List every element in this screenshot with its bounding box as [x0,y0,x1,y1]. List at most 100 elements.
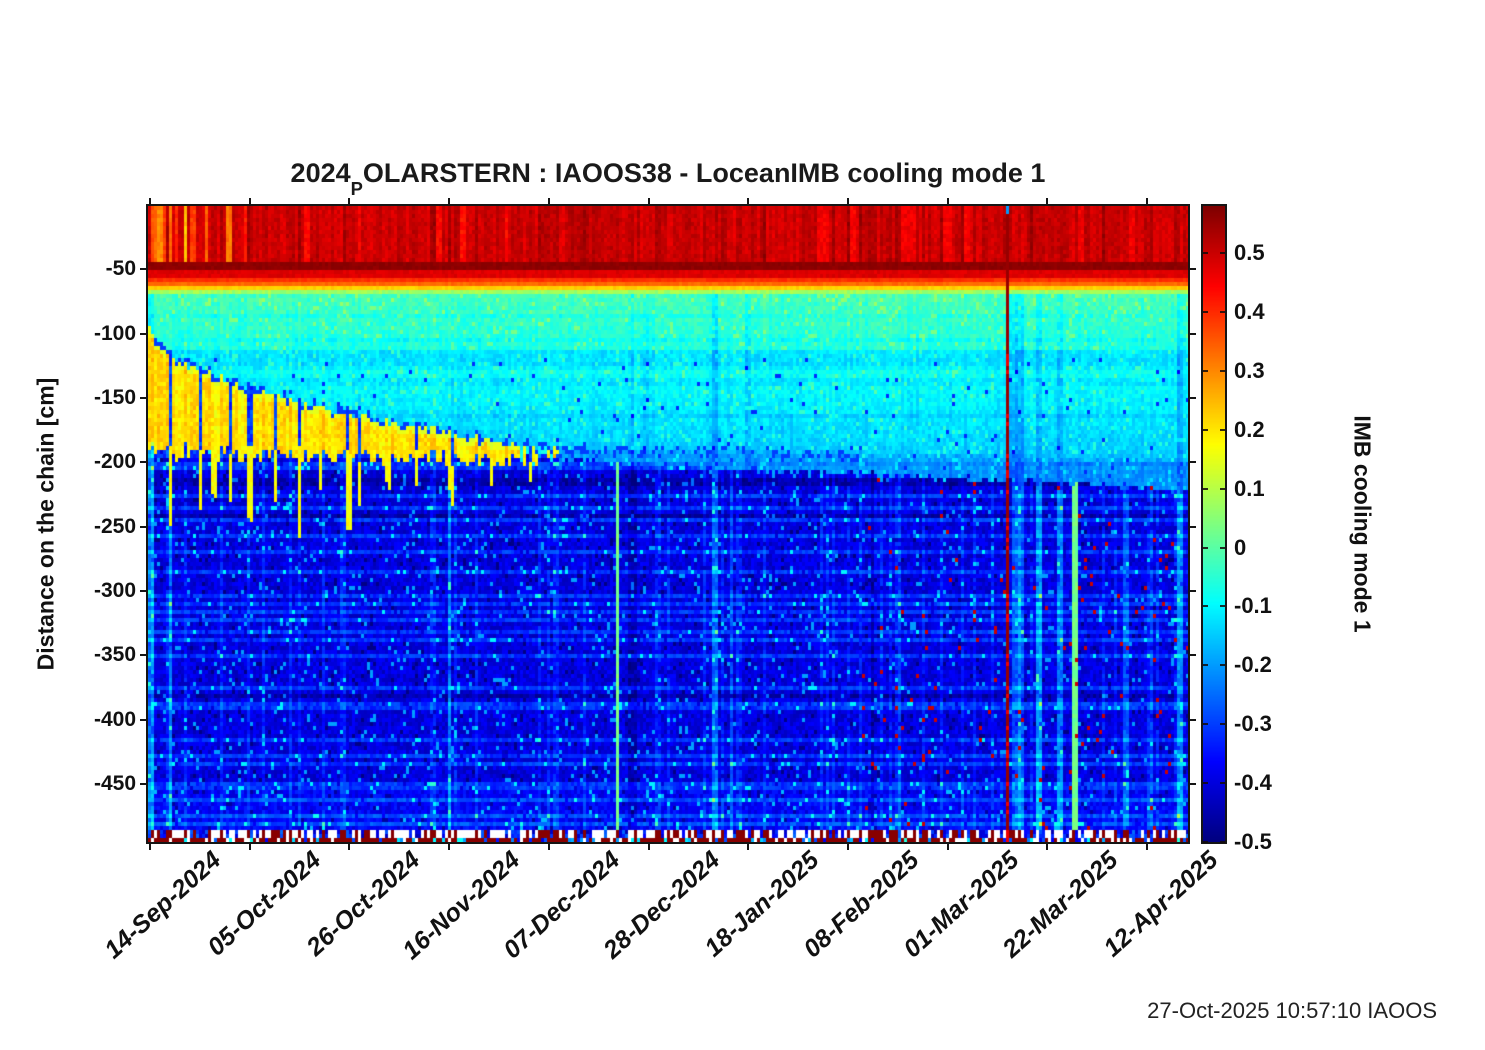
colorbar-tick-mark-right [1220,311,1225,313]
y-tick-mark [140,268,148,271]
colorbar [1203,206,1225,842]
x-tick-mark [946,842,949,850]
x-tick-mark [846,842,849,850]
y-tick-label: -350 [93,643,136,667]
y-tick-mark-right [1188,718,1196,721]
x-tick-mark-top [1046,198,1049,206]
x-tick-label: 26-Oct-2024 [301,845,426,962]
x-tick-mark [248,842,251,850]
colorbar-tick-mark [1203,841,1208,843]
colorbar-tick-mark [1203,487,1208,490]
x-tick-label: 07-Dec-2024 [498,845,626,965]
y-tick-mark-right [1188,525,1196,528]
y-tick-label: -200 [93,450,136,474]
y-tick-mark-right [1188,783,1196,786]
colorbar-tick-label: -0.5 [1234,829,1272,854]
x-tick-mark-top [547,198,550,206]
colorbar-tick-mark [1203,664,1208,667]
colorbar-tick-mark-right [1220,605,1225,608]
x-tick-mark-top [149,198,151,206]
colorbar-tick-label: -0.4 [1234,770,1272,796]
colorbar-tick-mark [1203,723,1208,726]
colorbar-tick-mark-right [1220,841,1225,843]
x-tick-mark [547,842,550,850]
y-tick-mark [140,461,148,464]
x-tick-mark-top [846,198,849,206]
y-tick-mark [140,590,148,593]
x-tick-label: 16-Nov-2024 [397,845,526,966]
x-tick-label: 18-Jan-2025 [699,845,825,963]
timestamp: 27-Oct-2025 10:57:10 IAOOS [1147,998,1437,1023]
colorbar-tick-mark-right [1220,546,1225,549]
colorbar-tick-label: 0.4 [1234,299,1265,324]
colorbar-tick-mark-right [1220,369,1225,372]
colorbar-tick-label: -0.1 [1234,593,1272,619]
y-tick-label: -50 [105,257,136,281]
colorbar-tick-label: -0.2 [1234,652,1272,678]
y-tick-mark [140,718,148,721]
colorbar-tick-mark-right [1220,664,1225,667]
y-tick-label: -300 [93,579,136,603]
y-tick-label: -450 [93,772,136,796]
x-tick-mark-top [946,198,949,206]
colorbar-tick-label: 0.3 [1234,357,1265,383]
colorbar-tick-mark-right [1220,487,1225,490]
colorbar-tick-mark-right [1220,782,1225,785]
x-tick-mark-top [647,198,650,206]
y-tick-mark [140,525,148,528]
x-tick-mark [149,842,151,850]
y-tick-mark [140,397,148,400]
colorbar-tick-label: -0.3 [1234,711,1272,737]
x-tick-label: 14-Sep-2024 [99,845,227,965]
y-tick-mark-right [1188,397,1196,400]
x-tick-mark [747,842,750,850]
x-tick-mark-top [1146,198,1148,206]
x-tick-label: 05-Oct-2024 [202,845,327,962]
colorbar-tick-mark-right [1220,428,1225,431]
x-tick-mark-top [248,198,251,206]
colorbar-tick-mark [1203,428,1208,431]
colorbar-label: IMB cooling mode 1 [1349,415,1376,633]
y-tick-mark [140,783,148,786]
x-tick-mark [1146,842,1148,850]
x-tick-mark [448,842,451,850]
x-tick-mark [348,842,351,850]
y-tick-label: -400 [93,707,136,731]
colorbar-tick-mark-right [1220,723,1225,726]
colorbar-tick-label: 0.2 [1234,416,1265,442]
colorbar-tick-label: 0.1 [1234,475,1265,501]
x-tick-mark [1046,842,1049,850]
colorbar-tick-mark-right [1220,252,1225,255]
y-tick-label: -250 [93,514,136,538]
title-subscript: P [350,177,363,199]
colorbar-tick-label: 0 [1234,534,1247,560]
y-tick-mark-right [1188,654,1196,657]
colorbar-tick-mark [1203,252,1208,255]
y-tick-label: -100 [93,321,136,345]
x-tick-mark-top [348,198,351,206]
y-tick-mark-right [1188,461,1196,464]
y-tick-mark-right [1188,590,1196,593]
y-tick-label: -150 [93,386,136,410]
colorbar-tick-mark [1203,369,1208,372]
heatmap-canvas [148,206,1188,842]
colorbar-tick-mark [1203,546,1208,549]
title-prefix: 2024 [290,158,351,188]
x-tick-mark [647,842,650,850]
colorbar-tick-mark [1203,311,1208,313]
x-tick-mark-top [747,198,750,206]
y-tick-mark-right [1188,268,1196,271]
y-tick-mark-right [1188,332,1196,335]
x-tick-label: 08-Feb-2025 [798,845,925,964]
y-tick-mark [140,332,148,335]
title-rest: OLARSTERN : IAOOS38 - LoceanIMB cooling … [362,158,1046,188]
colorbar-tick-mark [1203,782,1208,785]
x-tick-mark-top [448,198,451,206]
y-tick-mark [140,654,148,657]
colorbar-tick-mark [1203,605,1208,608]
colorbar-tick-label: 0.5 [1234,240,1265,266]
x-tick-label: 01-Mar-2025 [897,845,1024,964]
x-tick-label: 28-Dec-2024 [597,845,725,965]
chart-title: 2024POLARSTERN : IAOOS38 - LoceanIMB coo… [0,158,1336,199]
